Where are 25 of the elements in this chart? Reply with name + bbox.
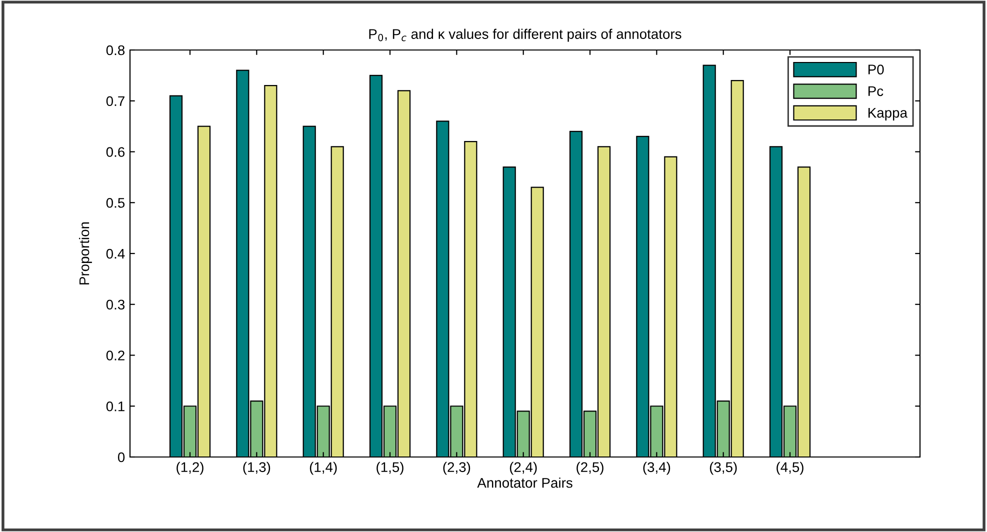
chart-title: P$_{0}$, P$_{c}$ and κ values for different pairs of annotators — [369, 28, 682, 42]
legend-label: P0 — [868, 64, 884, 74]
y-tick-label: 0.6 — [106, 147, 125, 157]
y-tick-label: 0 — [118, 452, 125, 462]
x-tick-label: (1,2) — [176, 462, 204, 475]
x-tick-label: (2,5) — [576, 462, 604, 475]
legend-label: Kappa — [868, 108, 908, 120]
x-tick-label: (3,4) — [643, 462, 670, 475]
x-tick-label: (1,4) — [310, 462, 337, 475]
y-tick-label: 0.5 — [106, 198, 125, 208]
y-tick-label: 0.7 — [106, 96, 124, 106]
x-tick-label: (3,5) — [710, 462, 737, 475]
x-tick-label: (4,5) — [776, 462, 804, 475]
legend-label: Pc — [868, 86, 884, 96]
y-axis-title: Proportion — [78, 222, 92, 284]
x-axis-title: Annotator Pairs — [477, 478, 572, 488]
y-tick-label: 0.3 — [106, 300, 125, 310]
y-tick-label: 0.1 — [106, 401, 124, 412]
x-tick-label: (1,5) — [376, 462, 404, 475]
x-tick-label: (2,4) — [510, 462, 537, 475]
y-tick-label: 0.8 — [106, 45, 125, 56]
y-tick-label: 0.4 — [106, 248, 125, 259]
x-tick-label: (2,3) — [443, 462, 470, 475]
x-tick-label: (1,3) — [243, 462, 270, 475]
y-tick-label: 0.2 — [106, 350, 124, 360]
